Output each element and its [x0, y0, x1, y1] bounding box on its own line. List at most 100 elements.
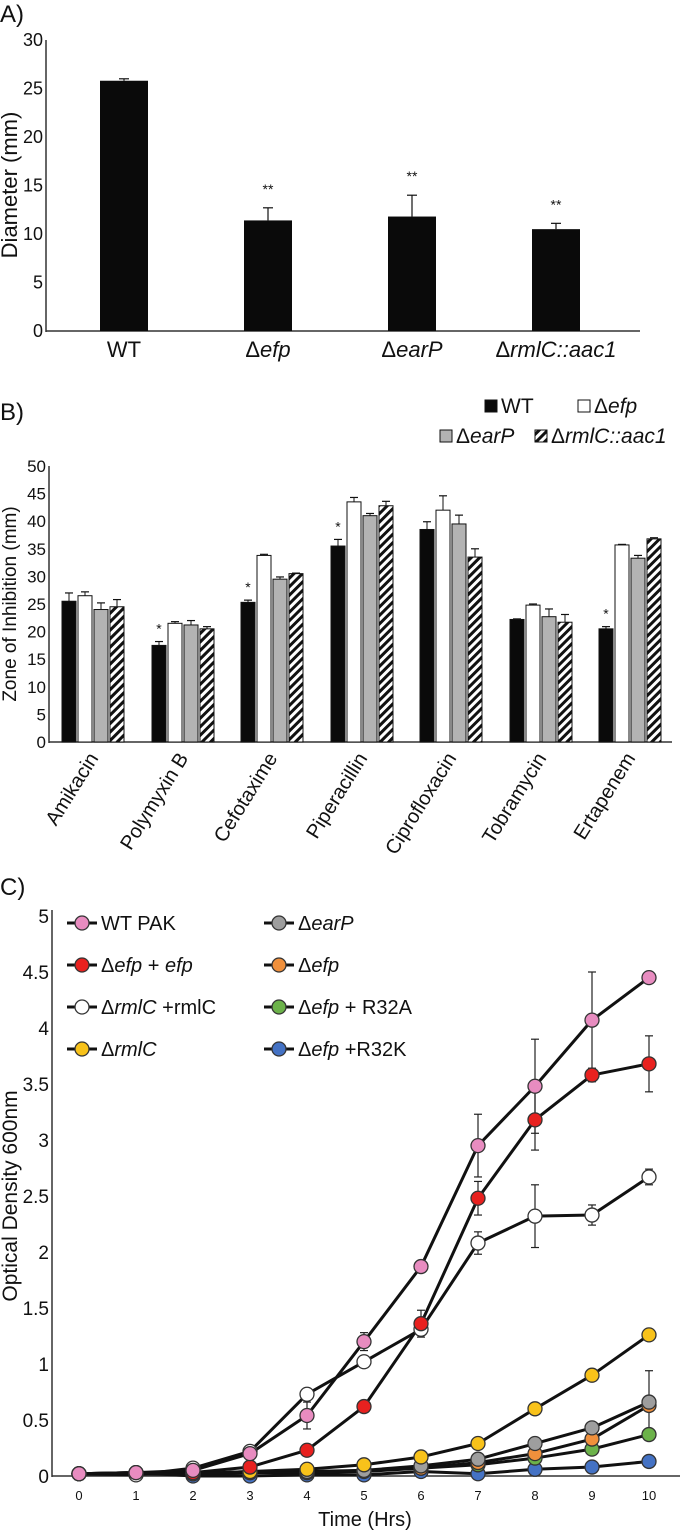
legend-label-c: Δefp + efp — [101, 955, 193, 977]
label-segment: rmlC::aac1 — [565, 425, 667, 448]
label-segment: WT — [501, 395, 534, 418]
bar-b — [256, 554, 272, 743]
label-segment: rmlC — [114, 1039, 157, 1061]
data-point-c — [71, 1466, 87, 1482]
label-segment: efp — [311, 955, 339, 977]
y-axis-label-a: Diameter (mm) — [0, 112, 22, 259]
label-segment: Δ — [298, 913, 311, 935]
x-tick-label-c: 0 — [75, 1488, 82, 1503]
bar-b — [288, 573, 304, 743]
y-tick-label-c: 5 — [38, 907, 49, 928]
label-segment: +rmlC — [157, 997, 216, 1019]
label-segment: Δ — [101, 997, 114, 1019]
x-tick-label-b: Amikacin — [42, 749, 104, 829]
data-point-c — [299, 1407, 315, 1424]
label-segment: Δ — [551, 425, 565, 448]
bar-b — [509, 618, 525, 743]
data-point-c — [641, 1394, 657, 1410]
y-tick-label-c: 3.5 — [23, 1075, 49, 1096]
x-tick-label-a: Δefp — [245, 337, 290, 362]
bar-b — [435, 509, 451, 743]
legend-label-c: ΔrmlC — [101, 1039, 157, 1061]
x-tick-label-c: 10 — [642, 1488, 656, 1503]
label-segment: + R32A — [339, 997, 412, 1019]
y-tick-label-b: 45 — [27, 485, 46, 504]
bar-a — [100, 80, 148, 332]
bar-a — [388, 216, 436, 331]
significance-marker-a: ** — [407, 168, 418, 184]
data-point-c — [356, 1457, 372, 1473]
y-tick-label-b: 20 — [27, 623, 46, 642]
label-segment: Δ — [101, 955, 114, 977]
label-segment: + — [142, 955, 165, 977]
legend-marker-c — [74, 1041, 90, 1057]
y-tick-label-b: 50 — [27, 457, 46, 476]
bar-b — [240, 601, 256, 743]
y-tick-label-a: 10 — [23, 224, 43, 244]
legend-swatch-b — [484, 399, 498, 413]
y-tick-label-c: 0 — [38, 1467, 49, 1488]
label-segment: efp — [165, 955, 193, 977]
data-point-c — [299, 1386, 315, 1402]
label-segment: Δ — [456, 425, 470, 448]
data-point-c — [527, 1078, 543, 1094]
x-tick-label-c: 5 — [360, 1488, 367, 1503]
label-segment: rmlC — [114, 997, 157, 1019]
data-point-c — [356, 1354, 372, 1370]
y-tick-label-a: 30 — [23, 30, 43, 50]
label-segment: Δ — [298, 955, 311, 977]
legend-marker-c — [271, 915, 287, 931]
bar-b — [346, 501, 362, 743]
y-tick-label-a: 5 — [33, 273, 43, 293]
label-segment: earP — [311, 913, 354, 935]
y-tick-label-b: 10 — [27, 678, 46, 697]
significance-marker-a: ** — [551, 196, 562, 212]
label-segment: +R32K — [339, 1039, 407, 1061]
label-segment: Δ — [495, 337, 510, 362]
label-segment: rmlC::aac1 — [510, 337, 616, 362]
data-point-c — [185, 1462, 201, 1479]
label-segment: WT PAK — [101, 913, 176, 935]
bar-b — [330, 545, 346, 743]
data-point-c — [584, 1459, 600, 1475]
data-point-c — [299, 1461, 315, 1477]
data-point-c — [356, 1333, 372, 1350]
data-point-c — [584, 1367, 600, 1383]
data-point-c — [413, 1258, 429, 1275]
data-point-c — [584, 1012, 600, 1028]
label-segment: Δ — [298, 997, 311, 1019]
data-point-c — [128, 1464, 144, 1481]
bar-b — [614, 544, 630, 743]
x-tick-label-a: ΔrmlC::aac1 — [495, 337, 616, 362]
legend-swatch-b — [534, 429, 548, 443]
y-tick-label-c: 1.5 — [23, 1299, 49, 1320]
legend-marker-c — [271, 1041, 287, 1057]
label-segment: Δ — [245, 337, 260, 362]
series-line-c — [78, 1175, 650, 1477]
x-tick-label-b: Polymyxin B — [116, 749, 193, 854]
bar-b — [451, 523, 467, 743]
x-tick-label-c: 7 — [474, 1488, 481, 1503]
label-segment: earP — [396, 337, 443, 362]
x-tick-label-a: ΔearP — [381, 337, 443, 362]
data-point-c — [641, 1169, 657, 1185]
legend-swatch-b — [439, 429, 453, 443]
panel-label-c: C) — [0, 874, 25, 901]
data-point-c — [470, 1137, 486, 1154]
data-point-c — [641, 1453, 657, 1470]
legend-label-c: ΔrmlC +rmlC — [101, 997, 216, 1019]
y-tick-label-a: 25 — [23, 79, 43, 99]
label-segment: Δ — [594, 395, 608, 418]
legend-label-c: Δefp +R32K — [298, 1039, 407, 1061]
bar-b — [167, 622, 183, 743]
data-point-c — [527, 1112, 543, 1128]
legend-swatch-b — [577, 399, 591, 413]
x-tick-label-c: 2 — [189, 1488, 196, 1503]
x-tick-label-c: 1 — [132, 1488, 139, 1503]
data-point-c — [584, 1420, 600, 1436]
significance-marker-b: * — [245, 579, 251, 595]
label-segment: efp — [260, 337, 291, 362]
label-segment: earP — [470, 425, 514, 448]
data-point-c — [470, 1451, 486, 1467]
